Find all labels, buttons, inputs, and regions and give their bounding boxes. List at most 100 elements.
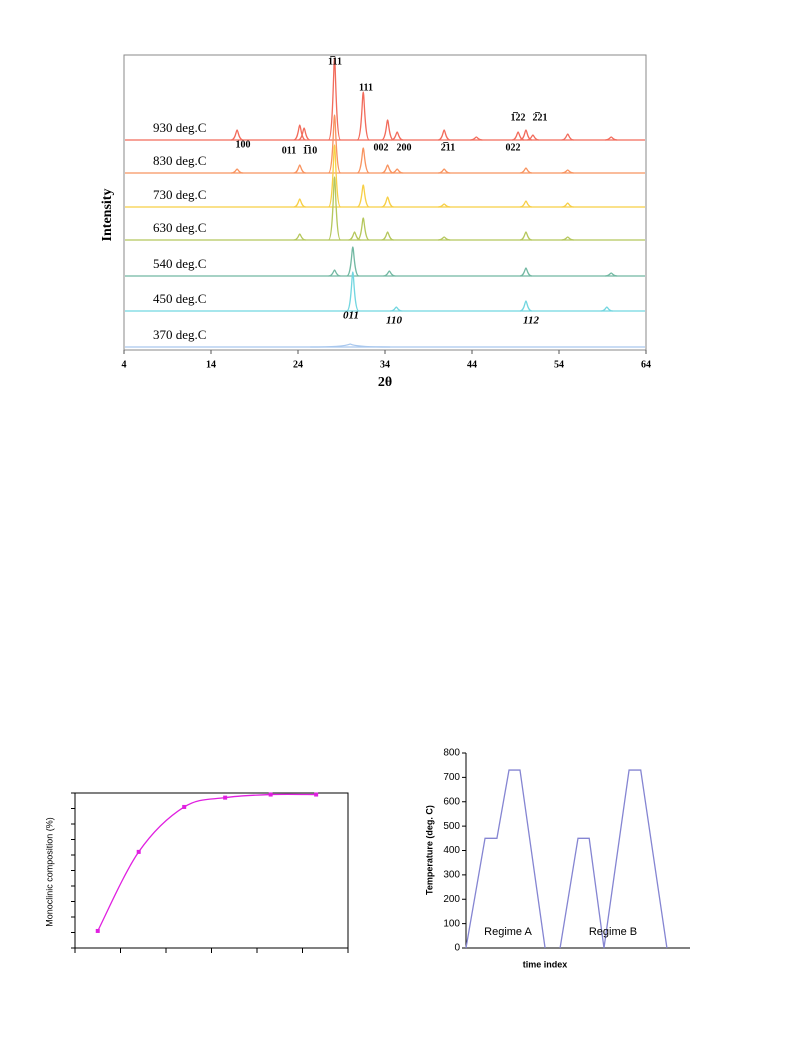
y-tick-label: 500 xyxy=(443,821,460,832)
data-line xyxy=(559,769,668,949)
peak xyxy=(327,176,342,241)
x-tick-label: 64 xyxy=(641,359,651,370)
peak xyxy=(437,129,451,141)
peak xyxy=(327,114,342,174)
peak xyxy=(381,164,394,174)
peak-index: 1̅11 xyxy=(328,56,342,67)
series-label: 630 deg.C xyxy=(153,220,206,235)
data-point xyxy=(182,804,187,809)
peak xyxy=(511,131,525,141)
peak xyxy=(293,164,306,174)
data-point xyxy=(314,792,319,797)
peak xyxy=(348,231,361,241)
peak-index: 2̅11 xyxy=(441,142,455,153)
data-point xyxy=(95,928,100,933)
peak xyxy=(327,57,342,141)
y-tick-label: 800 xyxy=(443,748,460,759)
series-label: 830 deg.C xyxy=(153,153,206,168)
peak-index: 100 xyxy=(236,139,251,150)
peak-index: 1̅22 xyxy=(511,112,526,123)
peak xyxy=(561,236,574,241)
peak xyxy=(356,217,370,241)
y-tick-label: 100 xyxy=(443,918,460,929)
peak xyxy=(346,271,360,312)
plot-frame xyxy=(74,792,349,949)
peak-index: 1̅10 xyxy=(303,145,317,156)
data-point xyxy=(268,792,273,797)
peak xyxy=(526,134,539,141)
peak xyxy=(438,203,451,208)
peak xyxy=(561,133,574,141)
data-point xyxy=(136,849,141,854)
peak-index: 002 xyxy=(374,142,389,153)
y-tick-label: 0 xyxy=(454,943,460,954)
peak xyxy=(293,233,306,241)
y-axis-label: Temperature (deg. C) xyxy=(424,805,434,895)
peak xyxy=(381,119,394,141)
peak xyxy=(328,269,341,277)
peak xyxy=(231,168,244,174)
chart: 0 100 200 300 400 500 600 700 800 Temperature (de… xyxy=(424,748,690,969)
peak xyxy=(470,136,483,141)
peak xyxy=(381,231,394,241)
y-axis-label: Monoclinic composition (%) xyxy=(44,817,54,927)
chart: Monoclinic composition (%) xyxy=(44,792,349,953)
peak xyxy=(519,231,533,241)
data-line xyxy=(97,793,317,932)
peak xyxy=(383,270,396,277)
peak-index: 111 xyxy=(359,82,373,93)
peak xyxy=(230,129,244,141)
x-tick-label: 24 xyxy=(293,359,303,370)
y-tick-label: 600 xyxy=(443,796,460,807)
x-tick-label: 14 xyxy=(206,359,216,370)
peak xyxy=(356,91,370,141)
peak xyxy=(438,168,451,174)
y-tick-label: 200 xyxy=(443,894,460,905)
peak-index: 200 xyxy=(397,142,412,153)
peak xyxy=(561,202,574,208)
peak xyxy=(293,124,306,141)
peak xyxy=(293,198,306,208)
x-tick-label: 34 xyxy=(380,359,390,370)
peak xyxy=(356,147,370,174)
x-tick-label: 54 xyxy=(554,359,564,370)
peak xyxy=(391,131,404,141)
peak xyxy=(310,343,391,348)
annotation: Regime B xyxy=(589,926,637,938)
peak xyxy=(600,306,613,312)
peak-index: 2̅21 xyxy=(533,112,548,123)
series-label: 930 deg.C xyxy=(153,120,206,135)
x-axis-label: 2θ xyxy=(378,375,392,390)
peak xyxy=(391,168,404,174)
peak xyxy=(519,300,533,312)
x-axis-label: time index xyxy=(523,959,568,969)
chart: 4 14 24 34 44 54 64 2θ Intensity 930 deg.C 830 deg… xyxy=(100,54,651,390)
peak xyxy=(561,169,574,174)
peak xyxy=(605,272,618,277)
peak-index: 110 xyxy=(386,315,402,327)
x-tick-label: 44 xyxy=(467,359,477,370)
peak xyxy=(519,129,533,141)
peak xyxy=(605,136,618,141)
peak xyxy=(356,184,370,208)
x-tick-label: 4 xyxy=(122,359,127,370)
peak xyxy=(390,306,403,312)
y-tick-label: 700 xyxy=(443,772,460,783)
series-label: 540 deg.C xyxy=(153,256,206,271)
peak xyxy=(381,196,394,208)
y-tick-label: 400 xyxy=(443,845,460,856)
peak-index: 011 xyxy=(343,310,359,322)
data-point xyxy=(223,795,228,800)
series-label: 450 deg.C xyxy=(153,291,206,306)
peak xyxy=(438,236,451,241)
peak-index: 022 xyxy=(506,142,521,153)
peak xyxy=(327,144,342,208)
peak xyxy=(346,246,360,277)
peak xyxy=(297,127,311,141)
peak-index: 112 xyxy=(523,315,539,327)
annotation: Regime A xyxy=(484,926,532,938)
peak-index: 011 xyxy=(282,145,296,156)
peak xyxy=(519,200,533,208)
